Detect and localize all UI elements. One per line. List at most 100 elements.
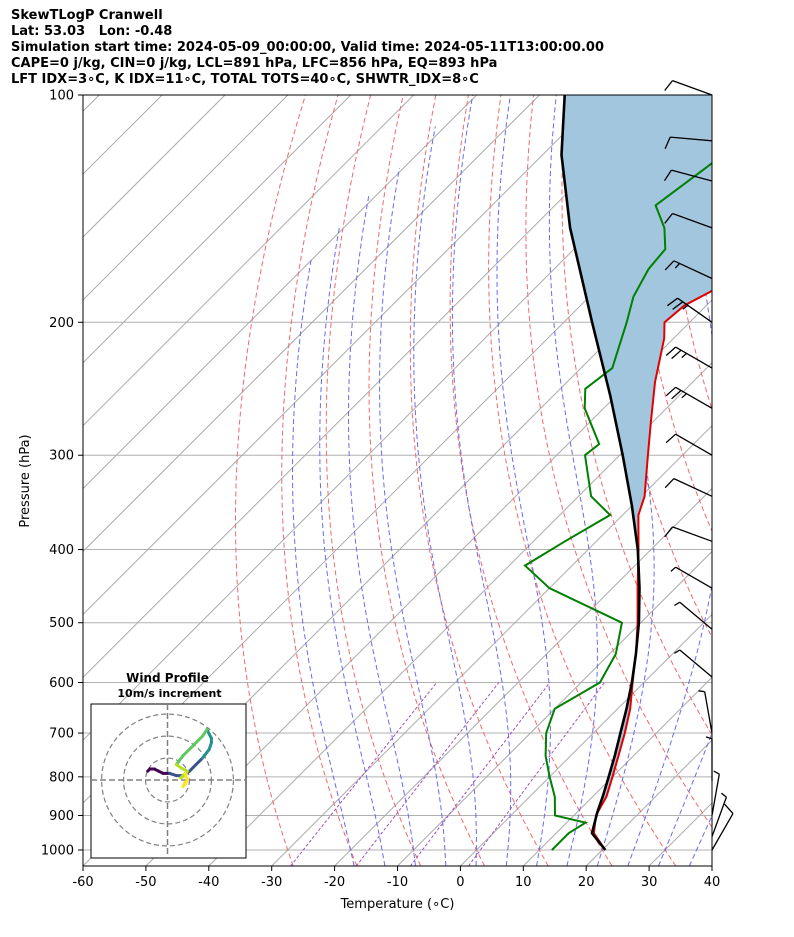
wind-barb-staff bbox=[673, 260, 713, 280]
x-tick-label: -50 bbox=[135, 875, 156, 890]
hodograph-trace-segment bbox=[181, 780, 187, 789]
wind-barb-flag bbox=[664, 136, 671, 149]
wind-barb-staff bbox=[675, 346, 713, 369]
dry-adiabat bbox=[525, 95, 712, 828]
y-tick-label: 900 bbox=[49, 809, 74, 824]
dewpoint-profile bbox=[523, 161, 712, 851]
wind-barb bbox=[664, 478, 713, 497]
wind-barb-flag bbox=[664, 526, 674, 538]
moist-adiabat bbox=[379, 168, 447, 866]
wind-barb-flag bbox=[664, 260, 675, 271]
plot-area bbox=[83, 95, 794, 866]
wind-barb-flag bbox=[665, 433, 677, 444]
wind-barb bbox=[711, 792, 728, 837]
indices-line-1: CAPE=0 j/kg, CIN=0 j/kg, LCL=891 hPa, LF… bbox=[11, 56, 498, 71]
time-line: Simulation start time: 2024-05-09_00:00:… bbox=[11, 40, 604, 55]
moist-adiabat bbox=[319, 227, 386, 866]
hodograph-title: Wind Profile bbox=[126, 671, 209, 685]
moist-adiabat bbox=[451, 95, 512, 866]
moist-adiabat bbox=[548, 95, 598, 866]
indices-line-2: LFT IDX=3∘C, K IDX=11∘C, TOTAL TOTS=40∘C… bbox=[11, 72, 479, 87]
x-tick-label: 10 bbox=[515, 875, 532, 890]
dry-adiabat bbox=[561, 95, 712, 736]
isotherm-line bbox=[83, 95, 100, 112]
wind-barb-flag bbox=[664, 80, 674, 91]
wind-barb bbox=[667, 297, 713, 323]
temperature-profile bbox=[592, 289, 712, 851]
x-tick-label: -40 bbox=[198, 875, 219, 890]
wind-barb bbox=[665, 433, 713, 456]
hodograph-trace-segment bbox=[188, 741, 198, 751]
x-tick-label: -60 bbox=[72, 875, 93, 890]
wind-barb-staff bbox=[675, 433, 713, 456]
x-axis-label: Temperature (∘C) bbox=[340, 897, 455, 912]
wind-barb bbox=[674, 601, 713, 630]
wind-barb-half bbox=[698, 690, 705, 693]
hodograph-frame bbox=[90, 703, 247, 859]
mixing-ratio-line bbox=[355, 682, 500, 866]
cape-fill bbox=[561, 95, 712, 834]
wind-barb-half bbox=[721, 792, 727, 798]
wind-barb-flag bbox=[671, 349, 682, 360]
y-axis-label: Pressure (hPa) bbox=[18, 434, 33, 527]
wind-barb-flag bbox=[663, 169, 672, 182]
wind-barb-staff bbox=[677, 297, 713, 323]
y-tick-label: 300 bbox=[49, 449, 74, 464]
wind-barb bbox=[665, 346, 713, 369]
chart-header: SkewTLogP Cranwell Lat: 53.03 Lon: -0.48… bbox=[11, 8, 604, 88]
isotherm-line bbox=[460, 613, 712, 866]
wind-barb-flag bbox=[667, 297, 678, 307]
isotherm-line bbox=[83, 95, 352, 364]
hodograph-subtitle: 10m/s increment bbox=[117, 687, 221, 700]
wind-barb bbox=[664, 260, 713, 280]
hodograph-trace-segment bbox=[188, 763, 198, 773]
wind-barb-half bbox=[681, 352, 687, 359]
wind-barb-staff bbox=[672, 212, 713, 229]
isotherm-line bbox=[83, 95, 289, 301]
y-tick-label: 200 bbox=[49, 316, 74, 331]
y-tick-label: 800 bbox=[49, 770, 74, 785]
isotherm-line bbox=[208, 362, 712, 866]
y-tick-label: 700 bbox=[49, 727, 74, 742]
wind-barb-half bbox=[705, 736, 713, 740]
wind-barb bbox=[670, 566, 713, 589]
moist-adiabat bbox=[720, 95, 794, 866]
x-tick-label: -10 bbox=[387, 875, 408, 890]
wind-barb-flag bbox=[665, 346, 677, 356]
moist-adiabat bbox=[496, 95, 551, 866]
wind-barb-staff bbox=[675, 566, 713, 589]
y-tick-label: 400 bbox=[49, 543, 74, 558]
isotherm-line bbox=[711, 865, 712, 866]
isotherm-line bbox=[83, 95, 226, 238]
wind-barb-staff bbox=[672, 526, 713, 542]
x-tick-label: 40 bbox=[704, 875, 721, 890]
moist-adiabat bbox=[413, 126, 477, 866]
wind-barb bbox=[664, 79, 713, 96]
wind-barb-staff bbox=[675, 386, 713, 409]
isotherm-line bbox=[83, 95, 540, 553]
isotherm-line bbox=[271, 424, 712, 866]
wind-barb-half bbox=[682, 304, 689, 310]
wind-barb-staff bbox=[679, 601, 713, 630]
moist-adiabat bbox=[292, 259, 355, 866]
wind-barb bbox=[698, 690, 713, 734]
wind-barb-staff bbox=[673, 478, 713, 497]
wind-barb bbox=[664, 526, 713, 542]
wind-barb bbox=[665, 386, 713, 409]
wind-barb-staff bbox=[711, 773, 720, 816]
moist-adiabat bbox=[658, 731, 712, 866]
dry-adiabat bbox=[281, 95, 358, 866]
isotherm-line bbox=[83, 95, 415, 427]
chart-title: SkewTLogP Cranwell bbox=[11, 8, 163, 23]
wind-barb-staff bbox=[711, 796, 728, 837]
wind-barb bbox=[711, 770, 720, 816]
dry-adiabat bbox=[235, 95, 306, 866]
dry-adiabat bbox=[368, 95, 485, 866]
x-tick-label: 0 bbox=[456, 875, 464, 890]
dry-adiabat bbox=[729, 95, 794, 866]
wind-barb-half bbox=[674, 601, 681, 607]
moist-adiabat bbox=[348, 193, 416, 866]
wind-barb bbox=[664, 136, 713, 149]
y-tick-label: 500 bbox=[49, 616, 74, 631]
